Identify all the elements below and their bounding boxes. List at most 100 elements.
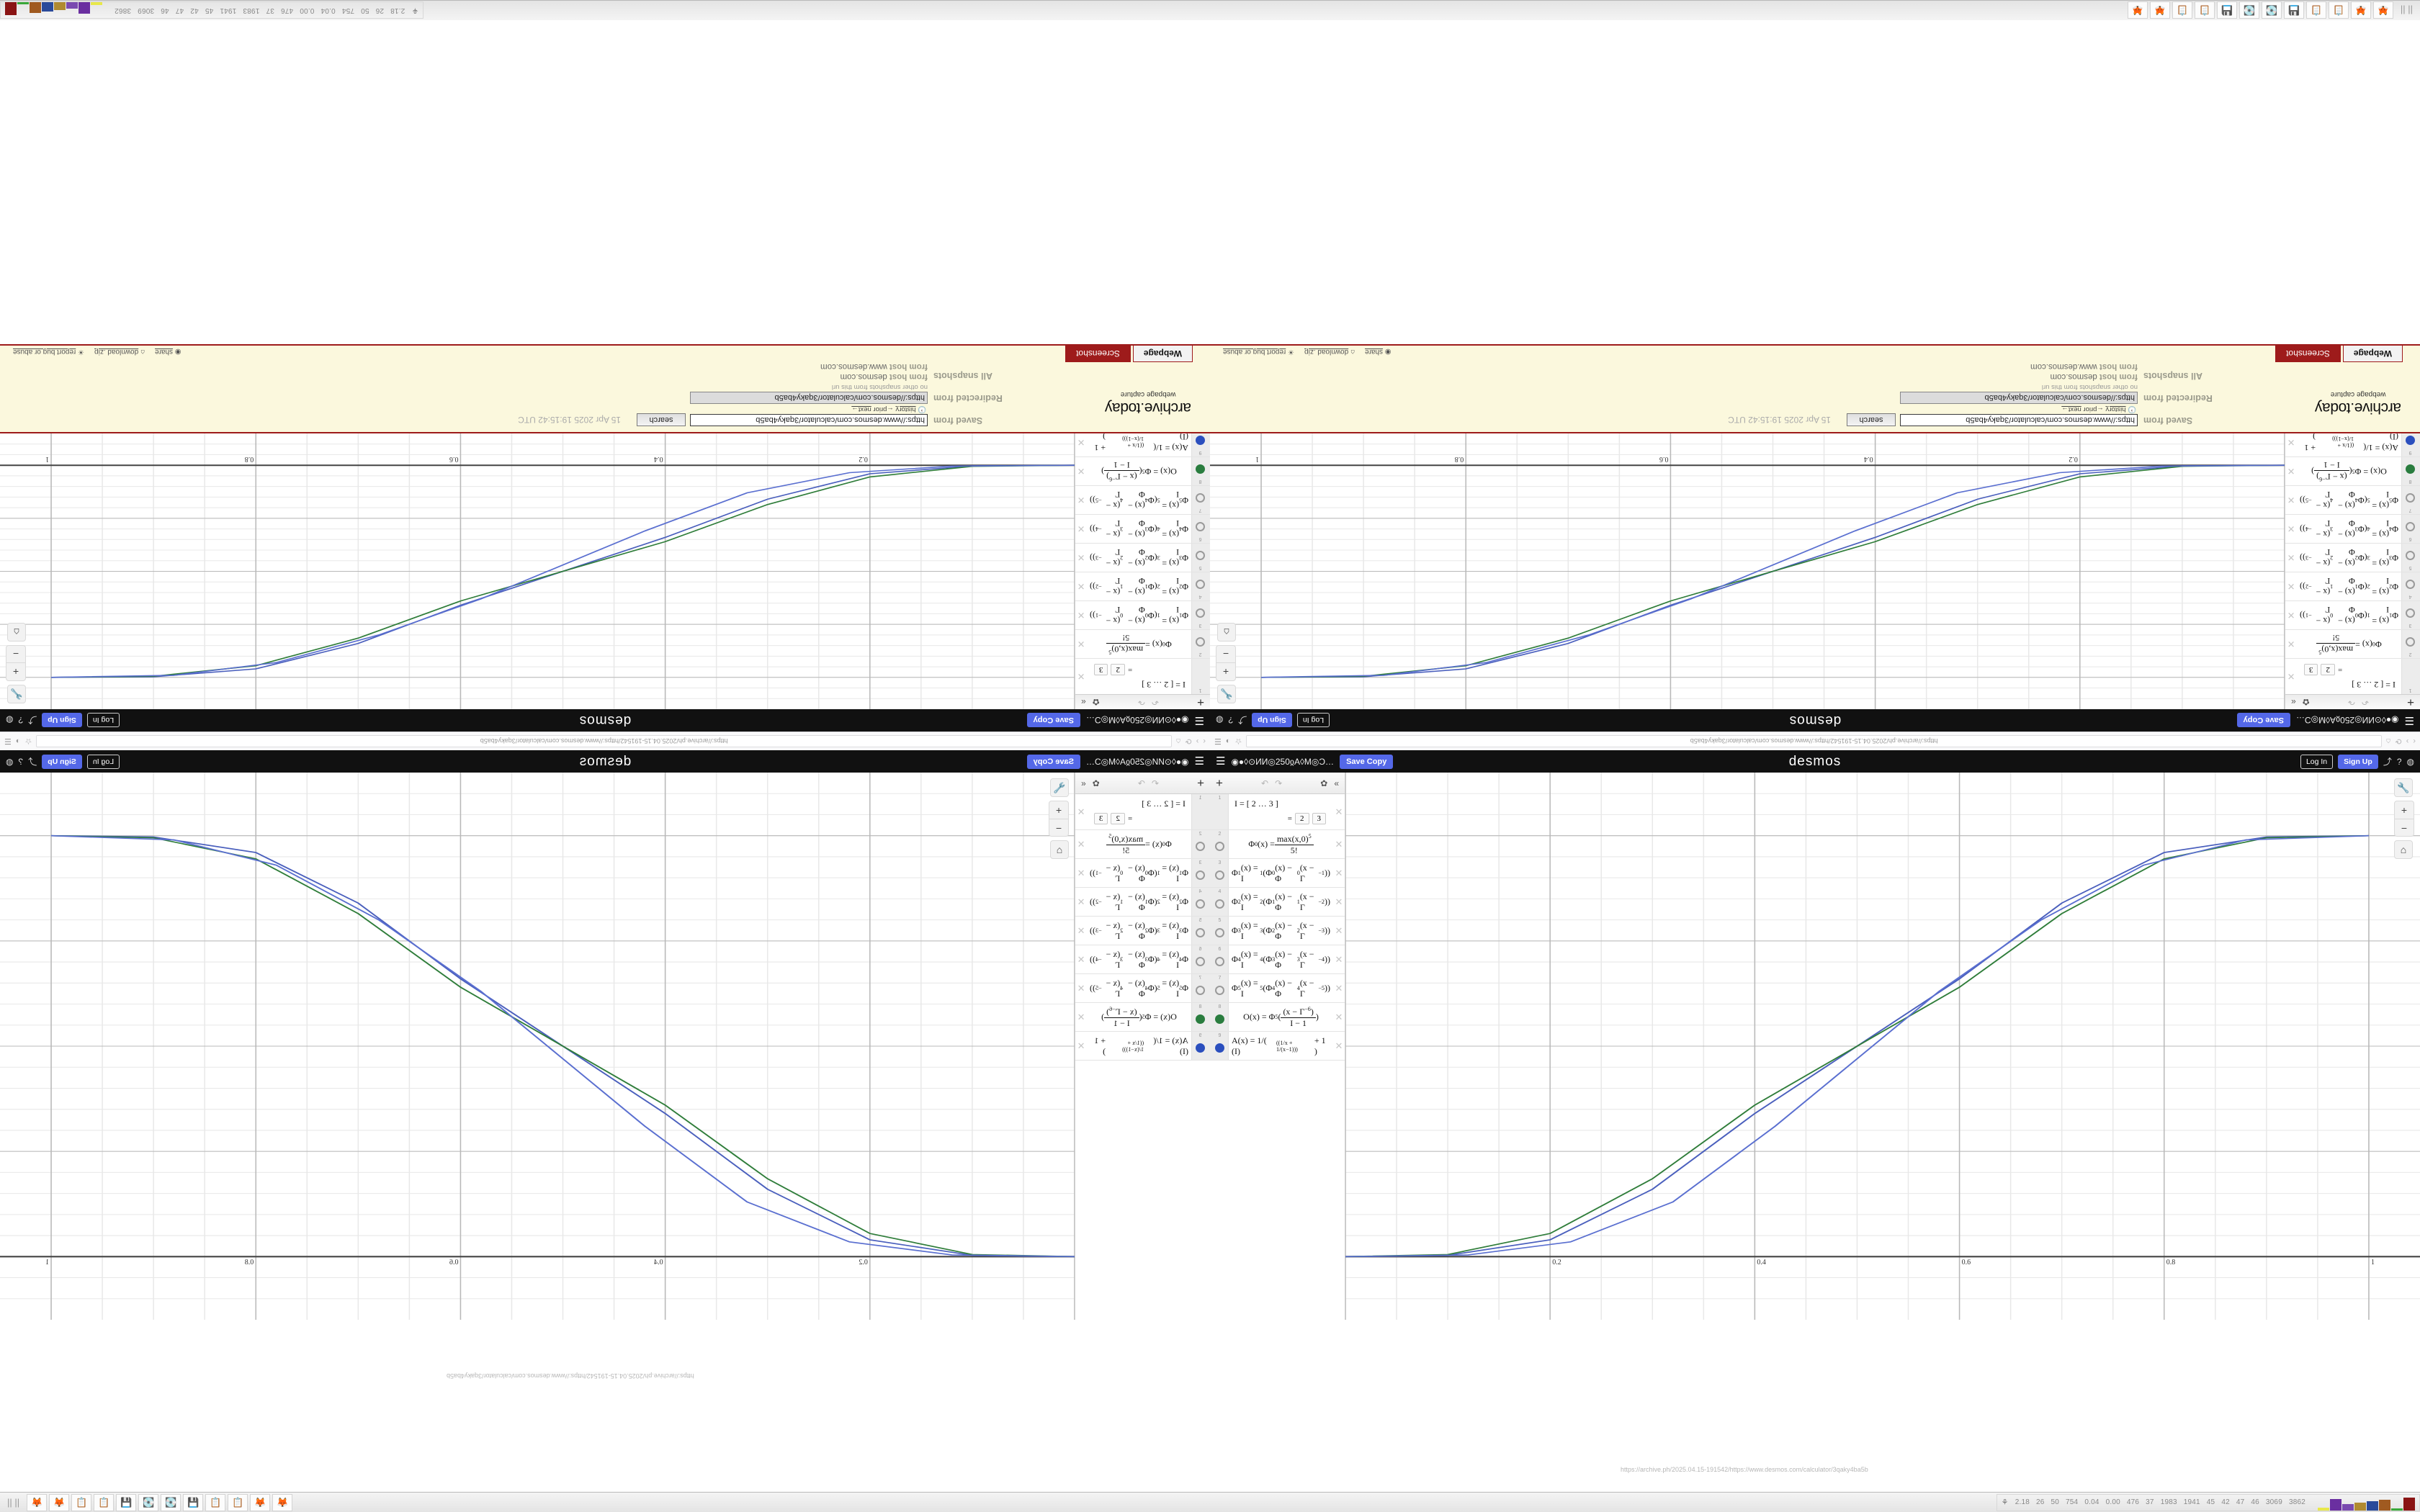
delete-row-button[interactable]: ✕ [1077,671,1085,683]
delete-row-button[interactable]: ✕ [1077,1040,1085,1051]
expression-formula[interactable]: Φ 1 (x) = I 1 (Φ 0 (x) − Φ 0 (x − Γ −1)) [1232,862,1330,883]
expression-row[interactable]: 7 Φ 5 (x) = I 5 (Φ 4 (x) − Φ 4 (x − Γ −5)) ✕ [2285,485,2420,514]
delete-row-button[interactable]: ✕ [1077,806,1085,817]
plot-toggle[interactable] [2406,522,2415,531]
taskbar-item[interactable]: 📋 [71,1493,92,1511]
delete-row-button[interactable]: ✕ [2287,466,2295,477]
expression-formula[interactable]: Φ 5 (x) = I 5 (Φ 4 (x) − Φ 4 (x − Γ −5)) [2300,490,2398,511]
expression-row[interactable]: 3 Φ 1 (x) = I 1 (Φ 0 (x) − Φ 0 (x − Γ −1)) ✕ [1075,859,1210,888]
expression-formula[interactable]: O(x) = Φ 5( (x − Γ−6) I − 1 ) [1101,1005,1177,1028]
report-link[interactable]: ☀ report bug or abuse [1223,348,1295,356]
taskbar-item[interactable]: 📋 [2305,1,2326,19]
plot-toggle[interactable] [2406,608,2415,618]
plot-toggle[interactable] [2406,464,2415,474]
help-icon[interactable]: ? [18,715,24,726]
plot-toggle[interactable] [1196,957,1205,966]
expression-formula[interactable]: Φ 4 (x) = I 4 (Φ 3 (x) − Φ 3 (x − Γ −4)) [1090,518,1188,540]
sign-up-button[interactable]: Sign Up [1252,713,1292,728]
host-name[interactable]: www.desmos.com [2030,362,2097,371]
taskbar-item[interactable]: 📋 [94,1493,115,1511]
plot-toggle[interactable] [1196,1043,1205,1053]
expression-formula[interactable]: I = [ 2 … 3 ] [1142,798,1186,809]
plot-toggle[interactable] [1196,637,1205,647]
expression-formula[interactable]: Φ 3 (x) = I 3 (Φ 2 (x) − Φ 2 (x − Γ −3)) [1090,919,1188,941]
zoom-in-button[interactable]: + [1055,804,1062,816]
expression-row[interactable]: 6 Φ 4 (x) = I 4 (Φ 3 (x) − Φ 3 (x − Γ −4)) ✕ [1210,945,1345,974]
share-link[interactable]: ◉ share [155,348,182,356]
delete-row-button[interactable]: ✕ [1077,639,1085,650]
share-icon[interactable]: ⤴ [28,715,37,725]
expression-row[interactable]: 4 Φ 2 (x) = I 2 (Φ 1 (x) − Φ 1 (x − Γ −2)) ✕ [1075,572,1210,600]
delete-row-button[interactable]: ✕ [1077,924,1085,936]
slider-values[interactable]: = 2 3 [1232,811,1330,827]
expression-row[interactable]: 5 Φ 3 (x) = I 3 (Φ 2 (x) − Φ 2 (x − Γ −3)) ✕ [1075,917,1210,945]
taskbar-item[interactable]: 📋 [2172,1,2192,19]
back-icon[interactable]: ‹ [2413,737,2416,746]
delete-row-button[interactable]: ✕ [2287,552,2295,564]
delete-row-button[interactable]: ✕ [1077,838,1085,850]
slider-min[interactable]: 2 [2321,664,2335,675]
graph-title[interactable]: ◉●◊⊙ИИ◎250ჲA◊M◎Ͻ… [1231,756,1335,767]
plot-toggle[interactable] [1196,870,1205,880]
save-copy-button[interactable]: Save Copy [2236,713,2290,728]
share-icon[interactable]: ⤴ [1238,715,1247,725]
taskbar-item[interactable]: 💾 [183,1493,204,1511]
host-name[interactable]: www.desmos.com [820,362,887,371]
plot-toggle[interactable] [1215,986,1224,995]
expression-row[interactable]: 8 O(x) = Φ 5( (x − Γ−6) I − 1 ) ✕ [1210,1003,1345,1032]
expression-formula[interactable]: Φ 3 (x) = I 3 (Φ 2 (x) − Φ 2 (x − Γ −3)) [1090,547,1188,569]
expression-row[interactable]: 4 Φ 2 (x) = I 2 (Φ 1 (x) − Φ 1 (x − Γ −2)) ✕ [1210,888,1345,917]
taskbar-item[interactable]: 📋 [228,1493,248,1511]
delete-row-button[interactable]: ✕ [2287,523,2295,535]
download-link[interactable]: ⌂ download .zip [1304,348,1355,356]
taskbar-item[interactable]: 💽 [2238,1,2259,19]
delete-row-button[interactable]: ✕ [1335,982,1343,994]
expression-formula[interactable]: O(x) = Φ 5( (x − Γ−6) I − 1 ) [1243,1005,1319,1028]
zoom-out-button[interactable]: − [1049,819,1068,836]
sign-up-button[interactable]: Sign Up [42,713,82,728]
plot-toggle[interactable] [1215,899,1224,909]
plot-toggle[interactable] [2406,436,2415,445]
tab-screenshot[interactable]: Screenshot [1065,346,1131,362]
slider-max[interactable]: 3 [1094,664,1108,675]
plot-toggle[interactable] [1196,551,1205,560]
wrench-icon[interactable]: 🔧 [7,685,26,703]
taskbar-item[interactable]: 💽 [2261,1,2282,19]
slider-min[interactable]: 2 [1111,813,1125,824]
taskbar-item[interactable]: 💾 [2216,1,2237,19]
expression-row[interactable]: 6 Φ 4 (x) = I 4 (Φ 3 (x) − Φ 3 (x − Γ −4)) ✕ [1075,945,1210,974]
delete-row-button[interactable]: ✕ [1077,552,1085,564]
history-link[interactable]: history [895,405,916,413]
account-icon[interactable]: ◑ [15,737,21,746]
expression-row[interactable]: 8 O(x) = Φ 5( (x − Γ−6) I − 1 ) ✕ [2285,456,2420,485]
zoom-in-button[interactable]: + [2401,804,2408,816]
expression-formula[interactable]: A(x) = 1/( (I) ((1/x + 1/(x−1))) + 1 ) [1094,1035,1188,1056]
hamburger-icon[interactable]: ☰ [2404,714,2414,726]
delete-row-button[interactable]: ✕ [1077,495,1085,506]
help-icon[interactable]: ? [18,756,24,767]
hamburger-icon[interactable]: ☰ [1194,755,1204,768]
taskbar-item[interactable]: 🦊 [250,1493,271,1511]
expression-row[interactable]: 2 Φ 0 (x) = max(x,0)5 5! ✕ [1075,629,1210,658]
reload-icon[interactable]: ⟳ [1185,737,1192,745]
delete-row-button[interactable]: ✕ [2287,495,2295,506]
share-icon[interactable]: ⤴ [28,757,37,767]
graph-canvas[interactable]: 🔧 + − ⌂ 0.2 0.4 0.6 0.8 1 [0,433,1075,709]
redo-button[interactable]: ↷ [2347,697,2355,707]
help-icon[interactable]: ? [2396,756,2402,767]
expression-formula[interactable]: Φ 1 (x) = I 1 (Φ 0 (x) − Φ 0 (x − Γ −1)) [1090,605,1188,626]
expression-row[interactable]: 7 Φ 5 (x) = I 5 (Φ 4 (x) − Φ 4 (x − Γ −5)) ✕ [1075,485,1210,514]
expression-formula[interactable]: A(x) = 1/( (I) ((1/x + 1/(x−1))) + 1 ) [1232,1035,1326,1056]
expression-row[interactable]: 9 A(x) = 1/( (I) ((1/x + 1/(x−1))) + 1 ) ✕ [1075,1032,1210,1061]
delete-row-button[interactable]: ✕ [1335,1040,1343,1051]
saved-from-input[interactable]: https://www.desmos.com/calculator/3qaky4… [690,414,928,426]
next-link[interactable]: next→ [2061,405,2081,413]
plot-toggle[interactable] [1196,608,1205,618]
url-bar[interactable]: https://archive.ph/2025.04.15-191542/htt… [36,735,1172,747]
delete-row-button[interactable]: ✕ [1077,466,1085,477]
expression-formula[interactable]: Φ 0 (x) = max(x,0)5 5! [1087,630,1191,658]
taskbar-item[interactable]: 🦊 [2149,1,2170,19]
taskbar-item[interactable]: 💽 [138,1493,159,1511]
zoom-out-button[interactable]: − [6,646,25,663]
prior-link[interactable]: ←prior [873,405,894,413]
